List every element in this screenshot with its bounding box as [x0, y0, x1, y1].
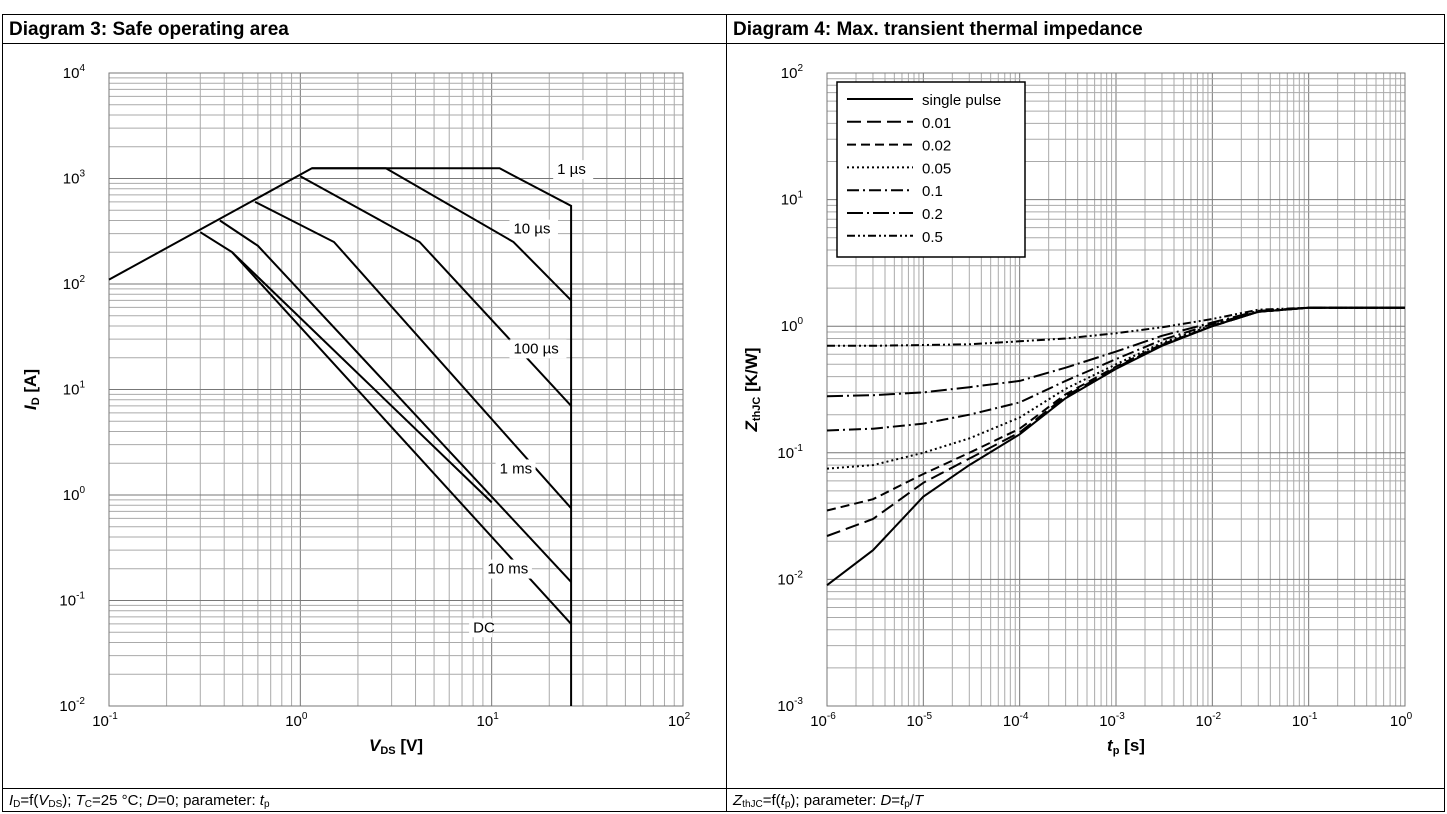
series-line	[108, 167, 573, 706]
y-tick-label: 102	[63, 274, 86, 293]
annotation-label: 10 µs	[513, 221, 550, 238]
series-line	[827, 306, 1405, 347]
legend-label: 0.01	[922, 115, 951, 132]
x-tick-label: 102	[668, 711, 691, 730]
annotation-bg	[553, 160, 594, 180]
legend-label: 0.05	[922, 160, 951, 177]
x-axis-label: tp [s]	[1107, 736, 1145, 757]
y-tick-label: 10-3	[777, 696, 803, 715]
y-tick-label: 100	[781, 316, 804, 335]
footer-row	[2, 788, 1445, 812]
annotation-bg	[509, 219, 558, 239]
zth-series-group	[826, 306, 1405, 586]
annotation-label: 1 ms	[500, 460, 533, 477]
x-tick-label: 10-4	[1003, 711, 1029, 730]
y-tick-label: 101	[781, 190, 804, 209]
annotation-label: 100 µs	[513, 340, 558, 357]
legend-label: 0.5	[922, 229, 943, 246]
y-tick-label: 101	[63, 380, 86, 399]
legend-label: 0.02	[922, 138, 951, 155]
series-line	[219, 219, 572, 583]
zth-chart: 10-6 10-5 10-4 10-3 10-2 10-1 100 10-3 10-2 10-1 1…	[742, 63, 1413, 757]
header-row	[2, 14, 1445, 44]
x-tick-label: 10-2	[1196, 711, 1222, 730]
x-tick-label: 100	[285, 711, 308, 730]
y-tick-label: 10-1	[777, 443, 803, 462]
x-axis-label: VDS [V]	[369, 736, 423, 757]
annotation-label: 1 µs	[557, 161, 586, 178]
series-line	[311, 167, 572, 302]
series-line	[826, 306, 1405, 432]
series-line	[826, 306, 1405, 537]
legend-label: 0.1	[922, 183, 943, 200]
y-tick-label: 103	[63, 169, 86, 188]
legend-label: single pulse	[922, 92, 1001, 109]
outer-frame	[2, 14, 1445, 812]
legend-label: 0.2	[922, 206, 943, 223]
diagram3-caption: ID=f(VDS); TC=25 °C; D=0; parameter: tp	[9, 792, 270, 810]
soa-chart: 10-1 100 101 102 10-2 10-1 100 101 102 103 104 VDS …	[21, 63, 691, 757]
y-tick-label: 10-1	[59, 591, 85, 610]
soa-series-group	[108, 167, 573, 706]
y-axis-label: ZthJC [K/W]	[742, 348, 763, 433]
annotation-label: DC	[473, 619, 495, 636]
x-tick-label: 10-1	[1292, 711, 1318, 730]
diagram3-title: Diagram 3: Safe operating area	[9, 19, 289, 40]
x-tick-label: 10-6	[810, 711, 836, 730]
diagram4-caption: ZthJC=f(tp); parameter: D=tp/T	[733, 792, 924, 810]
diagram4-title: Diagram 4: Max. transient thermal impeda…	[733, 19, 1143, 40]
y-tick-label: 10-2	[777, 569, 803, 588]
x-tick-label: 10-5	[907, 711, 933, 730]
y-tick-label: 102	[781, 63, 804, 82]
y-tick-label: 104	[63, 63, 86, 82]
annotation-bg	[509, 339, 567, 359]
series-line	[254, 201, 572, 509]
legend-box	[836, 81, 1026, 258]
x-tick-label: 101	[477, 711, 500, 730]
y-axis-label: ID [A]	[21, 369, 42, 410]
panel-divider	[726, 14, 727, 812]
annotation-bg	[495, 459, 536, 479]
annotation-label: 10 ms	[487, 561, 528, 578]
series-line	[231, 251, 493, 504]
x-tick-label: 100	[1390, 711, 1413, 730]
x-tick-label: 10-3	[1099, 711, 1125, 730]
x-tick-label: 10-1	[92, 711, 118, 730]
annotation-bg	[469, 618, 493, 638]
annotation-bg	[483, 559, 532, 579]
legend: single pulse 0.01 0.02 0.05 0.1 0.2 0.5	[836, 81, 1026, 258]
soa-plot-border	[108, 72, 684, 707]
zth-grid	[826, 73, 1405, 707]
zth-plot-border	[826, 72, 1406, 707]
series-line	[826, 306, 1405, 512]
y-tick-label: 10-2	[59, 696, 85, 715]
y-tick-label: 100	[63, 485, 86, 504]
